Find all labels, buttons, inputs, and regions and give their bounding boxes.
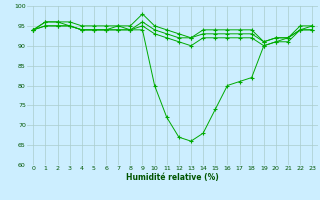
X-axis label: Humidité relative (%): Humidité relative (%)	[126, 173, 219, 182]
